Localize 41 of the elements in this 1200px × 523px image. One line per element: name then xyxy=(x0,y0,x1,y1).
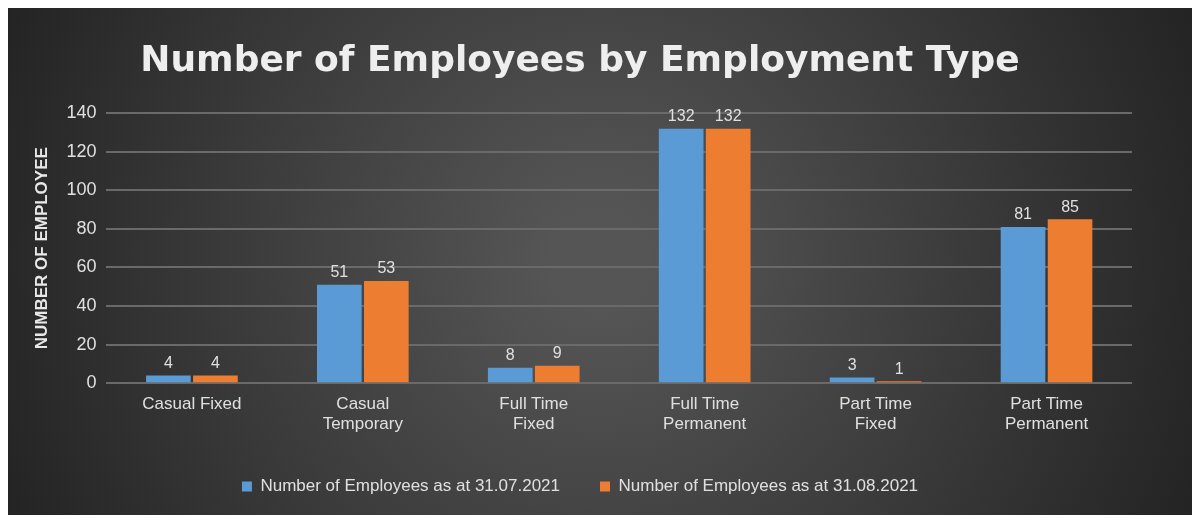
y-axis-title: NUMBER OF EMPLOYEE xyxy=(31,147,51,350)
data-label: 53 xyxy=(377,259,396,277)
data-label: 132 xyxy=(714,107,742,125)
data-label: 9 xyxy=(552,344,562,362)
y-tick-label: 100 xyxy=(66,179,97,200)
bar xyxy=(1047,219,1093,383)
data-label: 8 xyxy=(505,346,515,364)
bar xyxy=(705,128,751,383)
bar xyxy=(364,280,409,383)
y-tick-label: 80 xyxy=(76,217,97,238)
bar xyxy=(1000,226,1046,383)
y-tick-label: 60 xyxy=(76,256,97,277)
x-tick-label: Casual Fixed xyxy=(142,394,242,414)
y-tick-label: 40 xyxy=(76,295,97,316)
legend-label: Number of Employees as at 31.08.2021 xyxy=(618,476,919,496)
bar xyxy=(316,284,362,383)
y-tick-label: 20 xyxy=(76,333,97,354)
legend-label: Number of Employees as at 31.07.2021 xyxy=(260,476,561,496)
bar xyxy=(658,128,704,383)
y-tick-label: 0 xyxy=(86,372,97,393)
bar xyxy=(193,375,238,383)
data-label: 3 xyxy=(847,355,857,373)
data-label: 51 xyxy=(330,263,349,281)
bar xyxy=(487,367,533,383)
x-tick-label: Part Time Fixed xyxy=(839,394,912,434)
y-tick-label: 140 xyxy=(66,102,97,123)
bar xyxy=(829,377,875,383)
bar xyxy=(534,365,580,383)
data-label: 81 xyxy=(1014,205,1033,223)
x-tick-label: Part Time Permanent xyxy=(1004,394,1089,434)
data-label: 85 xyxy=(1061,197,1080,215)
x-tick-label: Full Time Fixed xyxy=(499,394,569,434)
chart-title: Number of Employees by Employment Type xyxy=(140,37,1020,79)
data-label: 4 xyxy=(210,353,220,371)
bar xyxy=(146,375,191,383)
data-label: 4 xyxy=(163,353,173,371)
data-label: 1 xyxy=(894,359,904,377)
data-label: 132 xyxy=(667,107,695,125)
x-tick-label: Full Time Permanent xyxy=(663,394,747,434)
y-tick-label: 120 xyxy=(66,140,97,161)
x-tick-label: Casual Temporary xyxy=(322,394,404,434)
